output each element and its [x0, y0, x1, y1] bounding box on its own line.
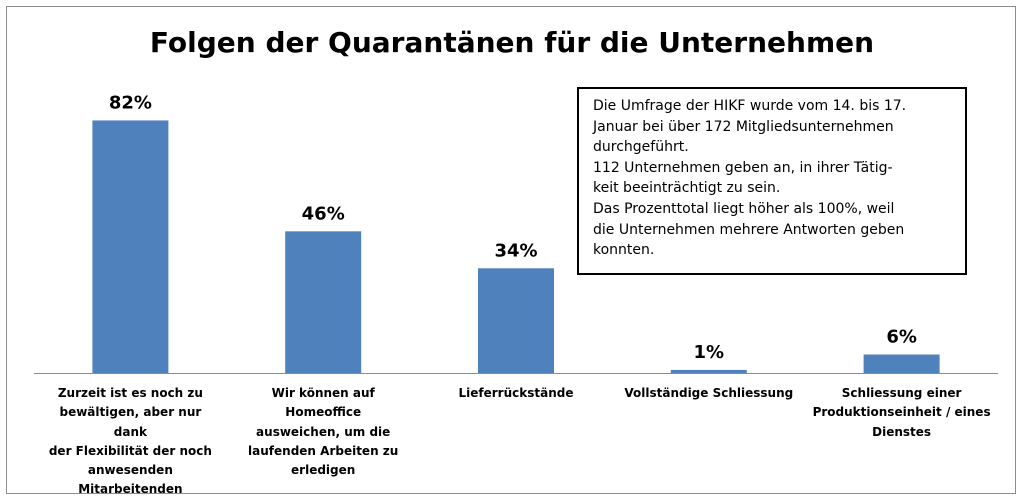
bar-3 — [478, 268, 554, 373]
data-label-1: 82% — [109, 92, 152, 113]
annotation-box: Die Umfrage der HIKF wurde vom 14. bis 1… — [577, 87, 967, 275]
bar-5 — [863, 354, 940, 373]
category-label-4: Vollständige Schliessung — [620, 384, 798, 403]
category-label-3: Lieferrückstände — [427, 384, 605, 403]
category-label-line: Produktionseinheit / eines — [812, 405, 991, 420]
category-label-line: Vollständige Schliessung — [624, 386, 794, 400]
category-label-line: laufenden Arbeiten zu — [248, 443, 399, 458]
annotation-line: Januar bei über 172 Mitgliedsunternehmen — [593, 118, 894, 135]
category-label-line: erledigen — [291, 463, 356, 478]
data-label-2: 46% — [302, 203, 345, 224]
annotation-line: 112 Unternehmen geben an, in ihrer Tätig… — [593, 159, 893, 176]
annotation-line: konnten. — [593, 242, 655, 259]
category-label-line: Wir können auf Homeoffice — [271, 386, 375, 420]
category-label-line: Dienstes — [872, 424, 932, 439]
data-label-4: 1% — [694, 342, 725, 363]
annotation-line: keit beeinträchtigt zu sein. — [593, 180, 781, 197]
category-label-line: bewältigen, aber nur dank — [59, 405, 202, 439]
bar-1 — [92, 120, 169, 373]
category-label-line: ausweichen, um die — [256, 424, 391, 439]
bar-2 — [285, 231, 362, 373]
data-label-3: 34% — [494, 240, 537, 261]
category-label-line: der Flexibilität der noch — [48, 443, 212, 458]
category-label-line: Schliessung einer — [841, 386, 962, 400]
annotation-line: die Unternehmen mehrere Antworten geben — [593, 221, 905, 238]
annotation-line: durchgeführt. — [593, 139, 689, 156]
bar-4 — [670, 369, 747, 373]
annotation-line: Das Prozenttotal liegt höher als 100%, w… — [593, 200, 895, 217]
data-label-5: 6% — [886, 327, 917, 348]
annotation-line: Die Umfrage der HIKF wurde vom 14. bis 1… — [593, 98, 907, 114]
category-label-2: Wir können auf Homeoffice ausweichen, um … — [234, 384, 412, 480]
category-label-line: anwesenden — [87, 463, 173, 478]
category-label-line: Lieferrückstände — [458, 386, 574, 400]
category-label-line: Mitarbeitenden — [78, 482, 183, 497]
category-label-line: Zurzeit ist es noch zu — [57, 386, 203, 400]
category-label-1: Zurzeit ist es noch zu bewältigen, aber n… — [41, 384, 219, 500]
chart-title: Folgen der Quarantänen für die Unternehm… — [149, 26, 875, 59]
category-label-5: Schliessung einer Produktionseinheit / ei… — [813, 384, 991, 442]
